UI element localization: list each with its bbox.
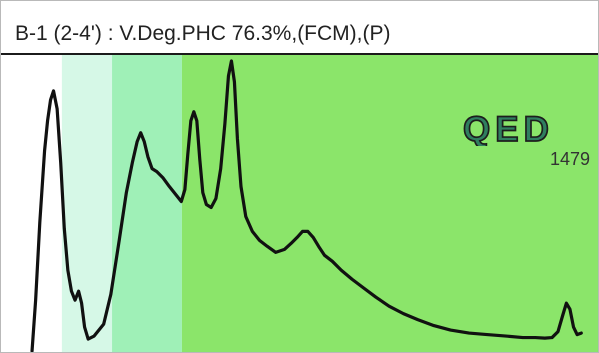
chart-band-1	[61, 55, 113, 352]
sample-number: 1479	[549, 149, 590, 169]
chromatogram-chart	[30, 55, 598, 352]
band-layer	[61, 55, 598, 352]
qed-logo-mark: QED	[462, 109, 554, 150]
chromatogram-trace-1	[30, 59, 583, 352]
qed-logo: QED	[462, 109, 588, 150]
chart-title: B-1 (2-4') : V.Deg.PHC 76.3%,(FCM),(P)	[15, 22, 391, 45]
qed-logo-text: QED	[463, 112, 554, 146]
chart-band-3	[181, 55, 598, 352]
chart-band-2	[112, 55, 182, 352]
trace-layer	[30, 59, 583, 352]
chromatogram-plot-area: QED 1479	[1, 53, 598, 352]
